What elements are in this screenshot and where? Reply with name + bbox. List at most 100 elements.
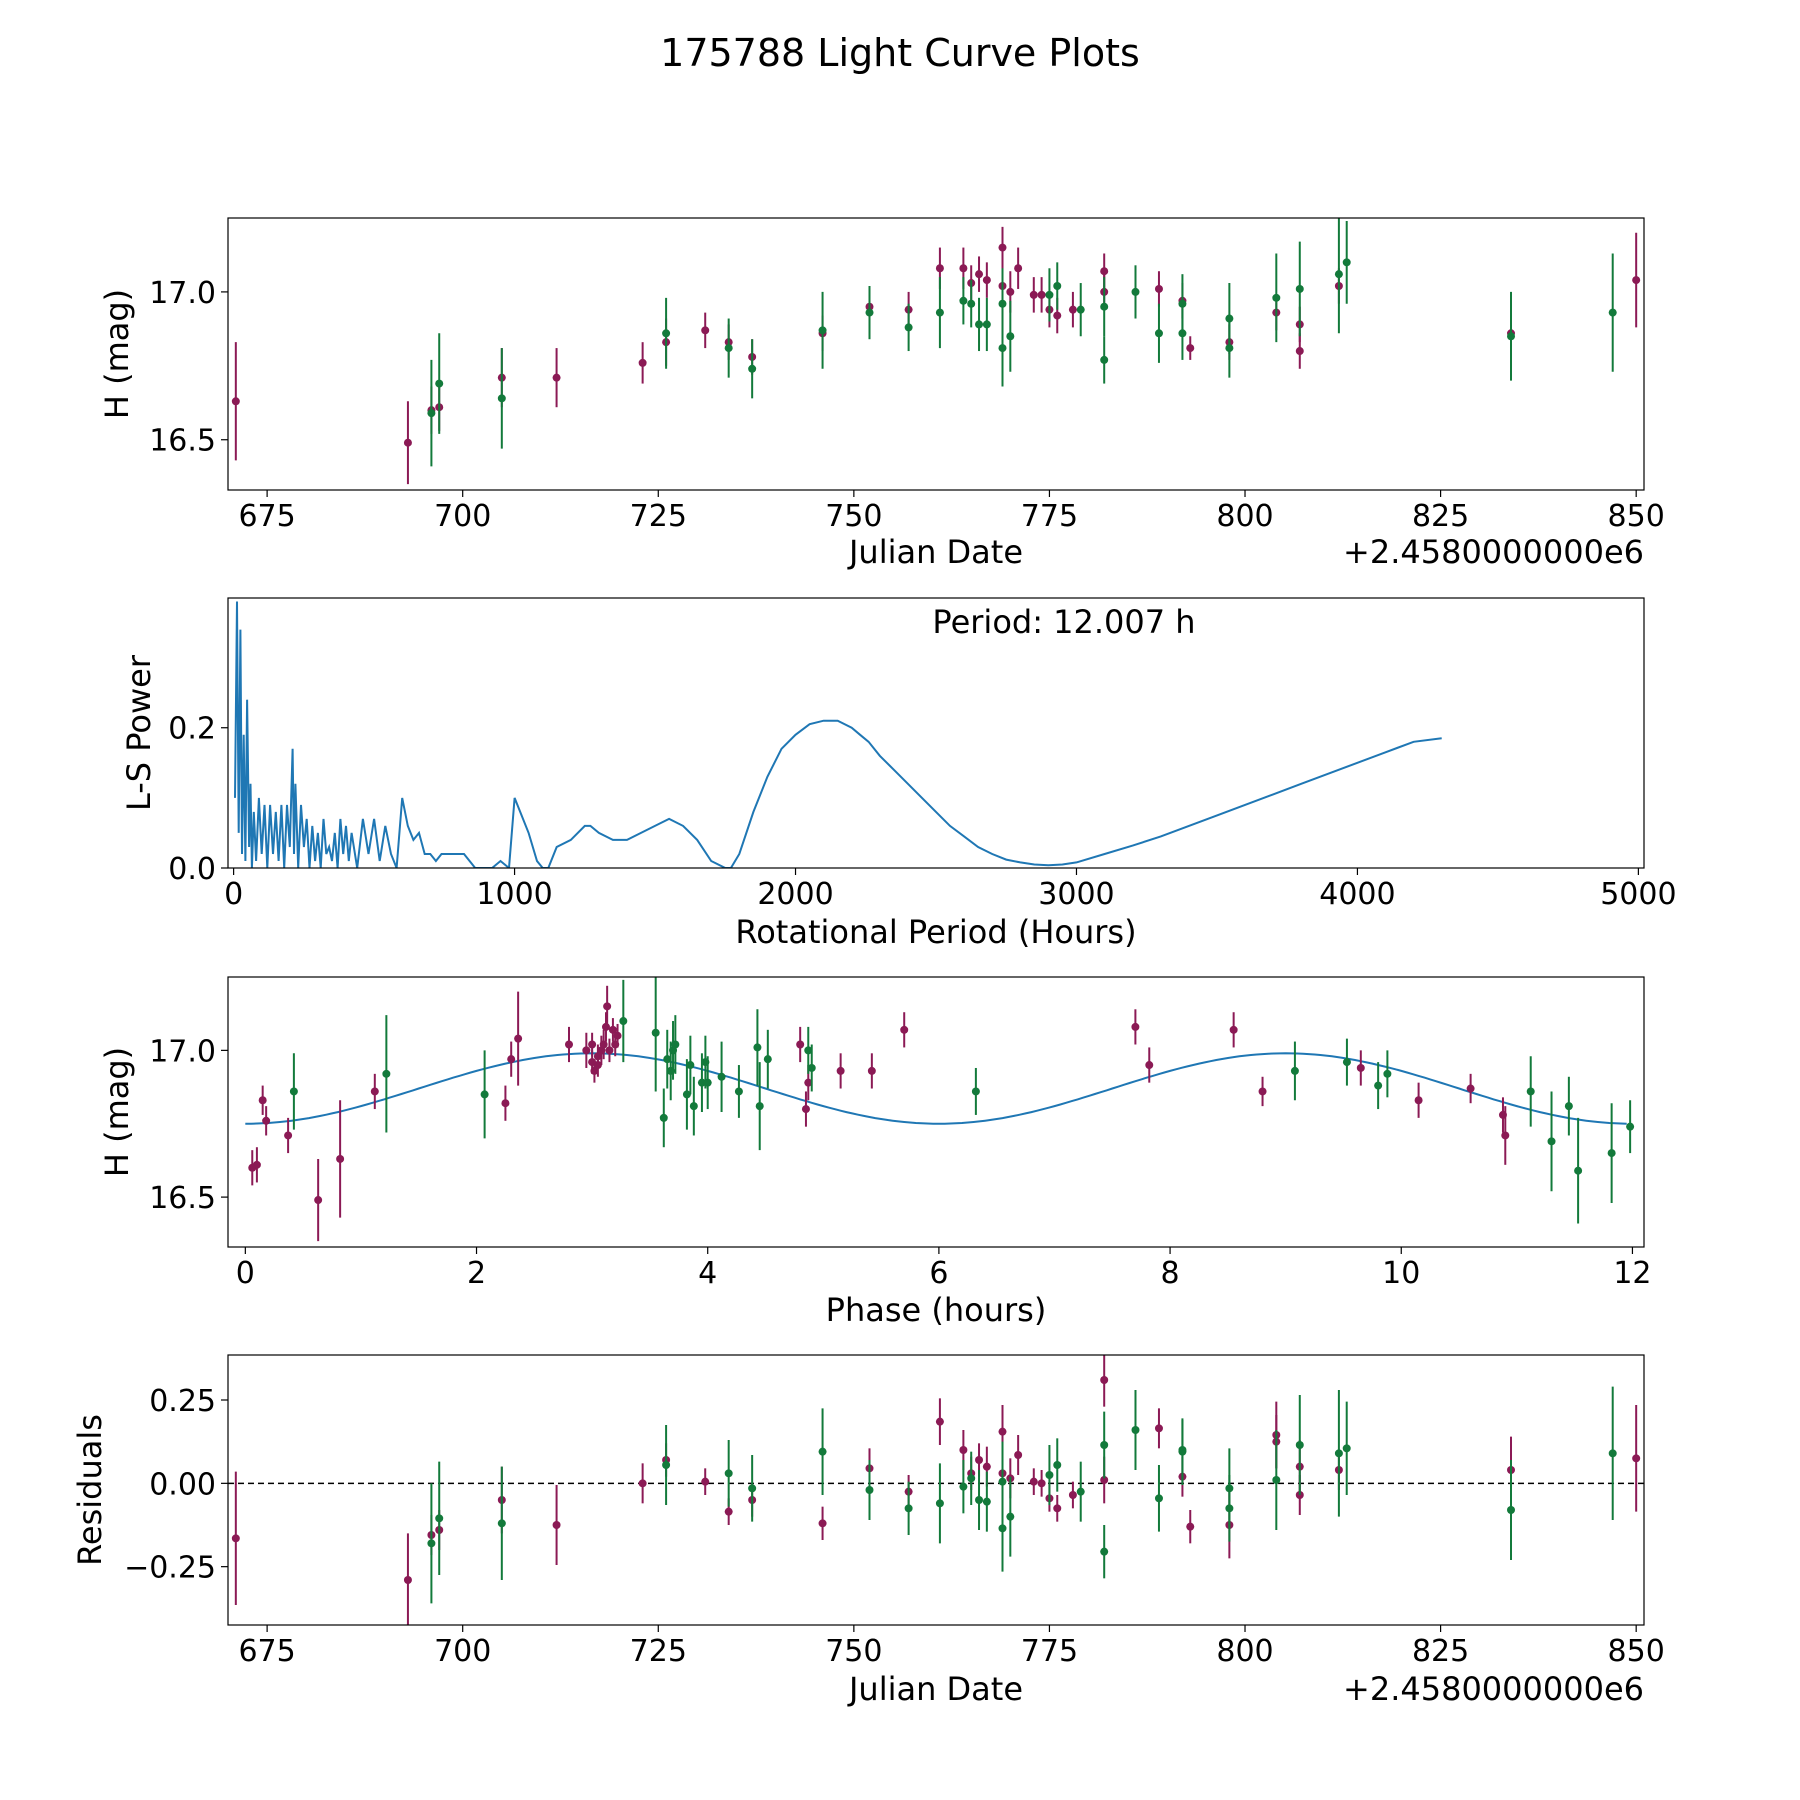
data-point [967, 299, 976, 308]
data-point [1053, 282, 1062, 290]
data-point [638, 1479, 647, 1488]
data-point [755, 1102, 764, 1111]
data-point [262, 1116, 271, 1125]
data-point [804, 1078, 813, 1087]
periodogram-annotation: Period: 12.007 h [932, 603, 1195, 641]
data-point [1014, 264, 1023, 273]
data-point [1076, 1487, 1085, 1496]
data-point [1100, 1476, 1109, 1484]
data-point [507, 1055, 516, 1064]
data-point [904, 1504, 913, 1513]
data-point [959, 264, 968, 273]
data-point [1037, 1479, 1046, 1488]
x-tick-label: 850 [1608, 499, 1665, 534]
data-point [1006, 332, 1015, 341]
data-point [1295, 284, 1304, 293]
data-point [582, 1046, 591, 1055]
lightcurve-panel: 675 700 725 750 775 800 825 850 16.5 17.0 Julian … [98, 217, 1665, 571]
data-point [1290, 1066, 1299, 1075]
data-point [689, 1102, 698, 1111]
data-point [662, 1461, 671, 1469]
data-point [514, 1034, 523, 1043]
data-point [1383, 1069, 1392, 1078]
residuals-xlabel: Julian Date [847, 1670, 1023, 1708]
data-point [998, 344, 1007, 353]
data-point [403, 1576, 412, 1584]
x-tick-label: 850 [1608, 1634, 1665, 1669]
lightcurve-axes-frame [227, 217, 1645, 491]
data-point [1466, 1084, 1475, 1093]
data-point [865, 1486, 874, 1494]
y-tick-label: 17.0 [149, 276, 216, 311]
data-point [1229, 1025, 1238, 1034]
data-point [497, 1519, 506, 1528]
data-point [998, 1524, 1007, 1533]
x-tick-label: 0 [236, 1256, 255, 1291]
data-point [836, 1066, 845, 1075]
x-tick-label: 700 [434, 1634, 491, 1669]
data-point [1045, 1471, 1054, 1479]
data-point [231, 1534, 240, 1543]
figure-title: 175788 Light Curve Plots [660, 31, 1140, 75]
lightcurve-x-offset: +2.4580000000e6 [1343, 533, 1644, 571]
data-point [1053, 311, 1062, 320]
x-tick-label: 6 [929, 1256, 948, 1291]
data-point [1178, 329, 1187, 338]
data-point [1501, 1131, 1510, 1140]
data-point [686, 1061, 695, 1070]
data-point [619, 1017, 628, 1026]
data-point [435, 379, 444, 388]
data-point [724, 1469, 733, 1478]
data-point [605, 1046, 614, 1055]
x-tick-label: 2000 [757, 877, 833, 912]
x-tick-label: 775 [1021, 499, 1078, 534]
data-point [336, 1154, 345, 1163]
residuals-ticks: 675 700 725 750 775 800 825 850 −0.25 0.00 0.25 [124, 1384, 1665, 1669]
data-point [935, 264, 944, 273]
data-point [1154, 284, 1163, 293]
x-tick-label: 0 [224, 877, 243, 912]
lightcurve-plot-area [231, 218, 1641, 485]
data-point [613, 1031, 622, 1040]
data-point [1334, 270, 1343, 279]
data-point [370, 1087, 379, 1096]
data-point [1295, 347, 1304, 356]
data-point [703, 1078, 712, 1087]
data-point [959, 1446, 968, 1454]
data-point [935, 1417, 944, 1426]
y-tick-label: −0.25 [124, 1551, 216, 1586]
data-point [662, 329, 671, 338]
data-point [314, 1196, 323, 1205]
data-point [289, 1087, 298, 1096]
data-point [284, 1131, 293, 1140]
data-point [552, 373, 561, 382]
periodogram-plot-area [234, 601, 1442, 868]
data-point [593, 1052, 602, 1061]
data-point [1225, 344, 1234, 353]
x-tick-label: 10 [1382, 1256, 1420, 1291]
data-point [998, 1427, 1007, 1436]
data-point [900, 1025, 909, 1034]
data-point [1131, 1426, 1140, 1434]
data-point [998, 1477, 1007, 1486]
data-point [480, 1090, 489, 1099]
data-point [1100, 267, 1109, 276]
residuals-plot-area [228, 1355, 1644, 1625]
data-point [603, 1002, 612, 1011]
data-point [1507, 1506, 1516, 1514]
data-point [638, 358, 647, 367]
data-point [975, 1456, 984, 1464]
data-point [403, 438, 412, 447]
y-tick-label: 17.0 [149, 1034, 216, 1069]
data-point [804, 1046, 813, 1055]
x-tick-label: 725 [630, 499, 687, 534]
data-point [763, 1055, 772, 1064]
data-point [1068, 305, 1077, 314]
phased-plot-area [245, 977, 1635, 1242]
data-point [382, 1069, 391, 1078]
data-point [651, 1028, 660, 1037]
data-point [1029, 290, 1038, 299]
y-tick-label: 0.00 [149, 1467, 216, 1502]
x-tick-label: 750 [825, 1634, 882, 1669]
